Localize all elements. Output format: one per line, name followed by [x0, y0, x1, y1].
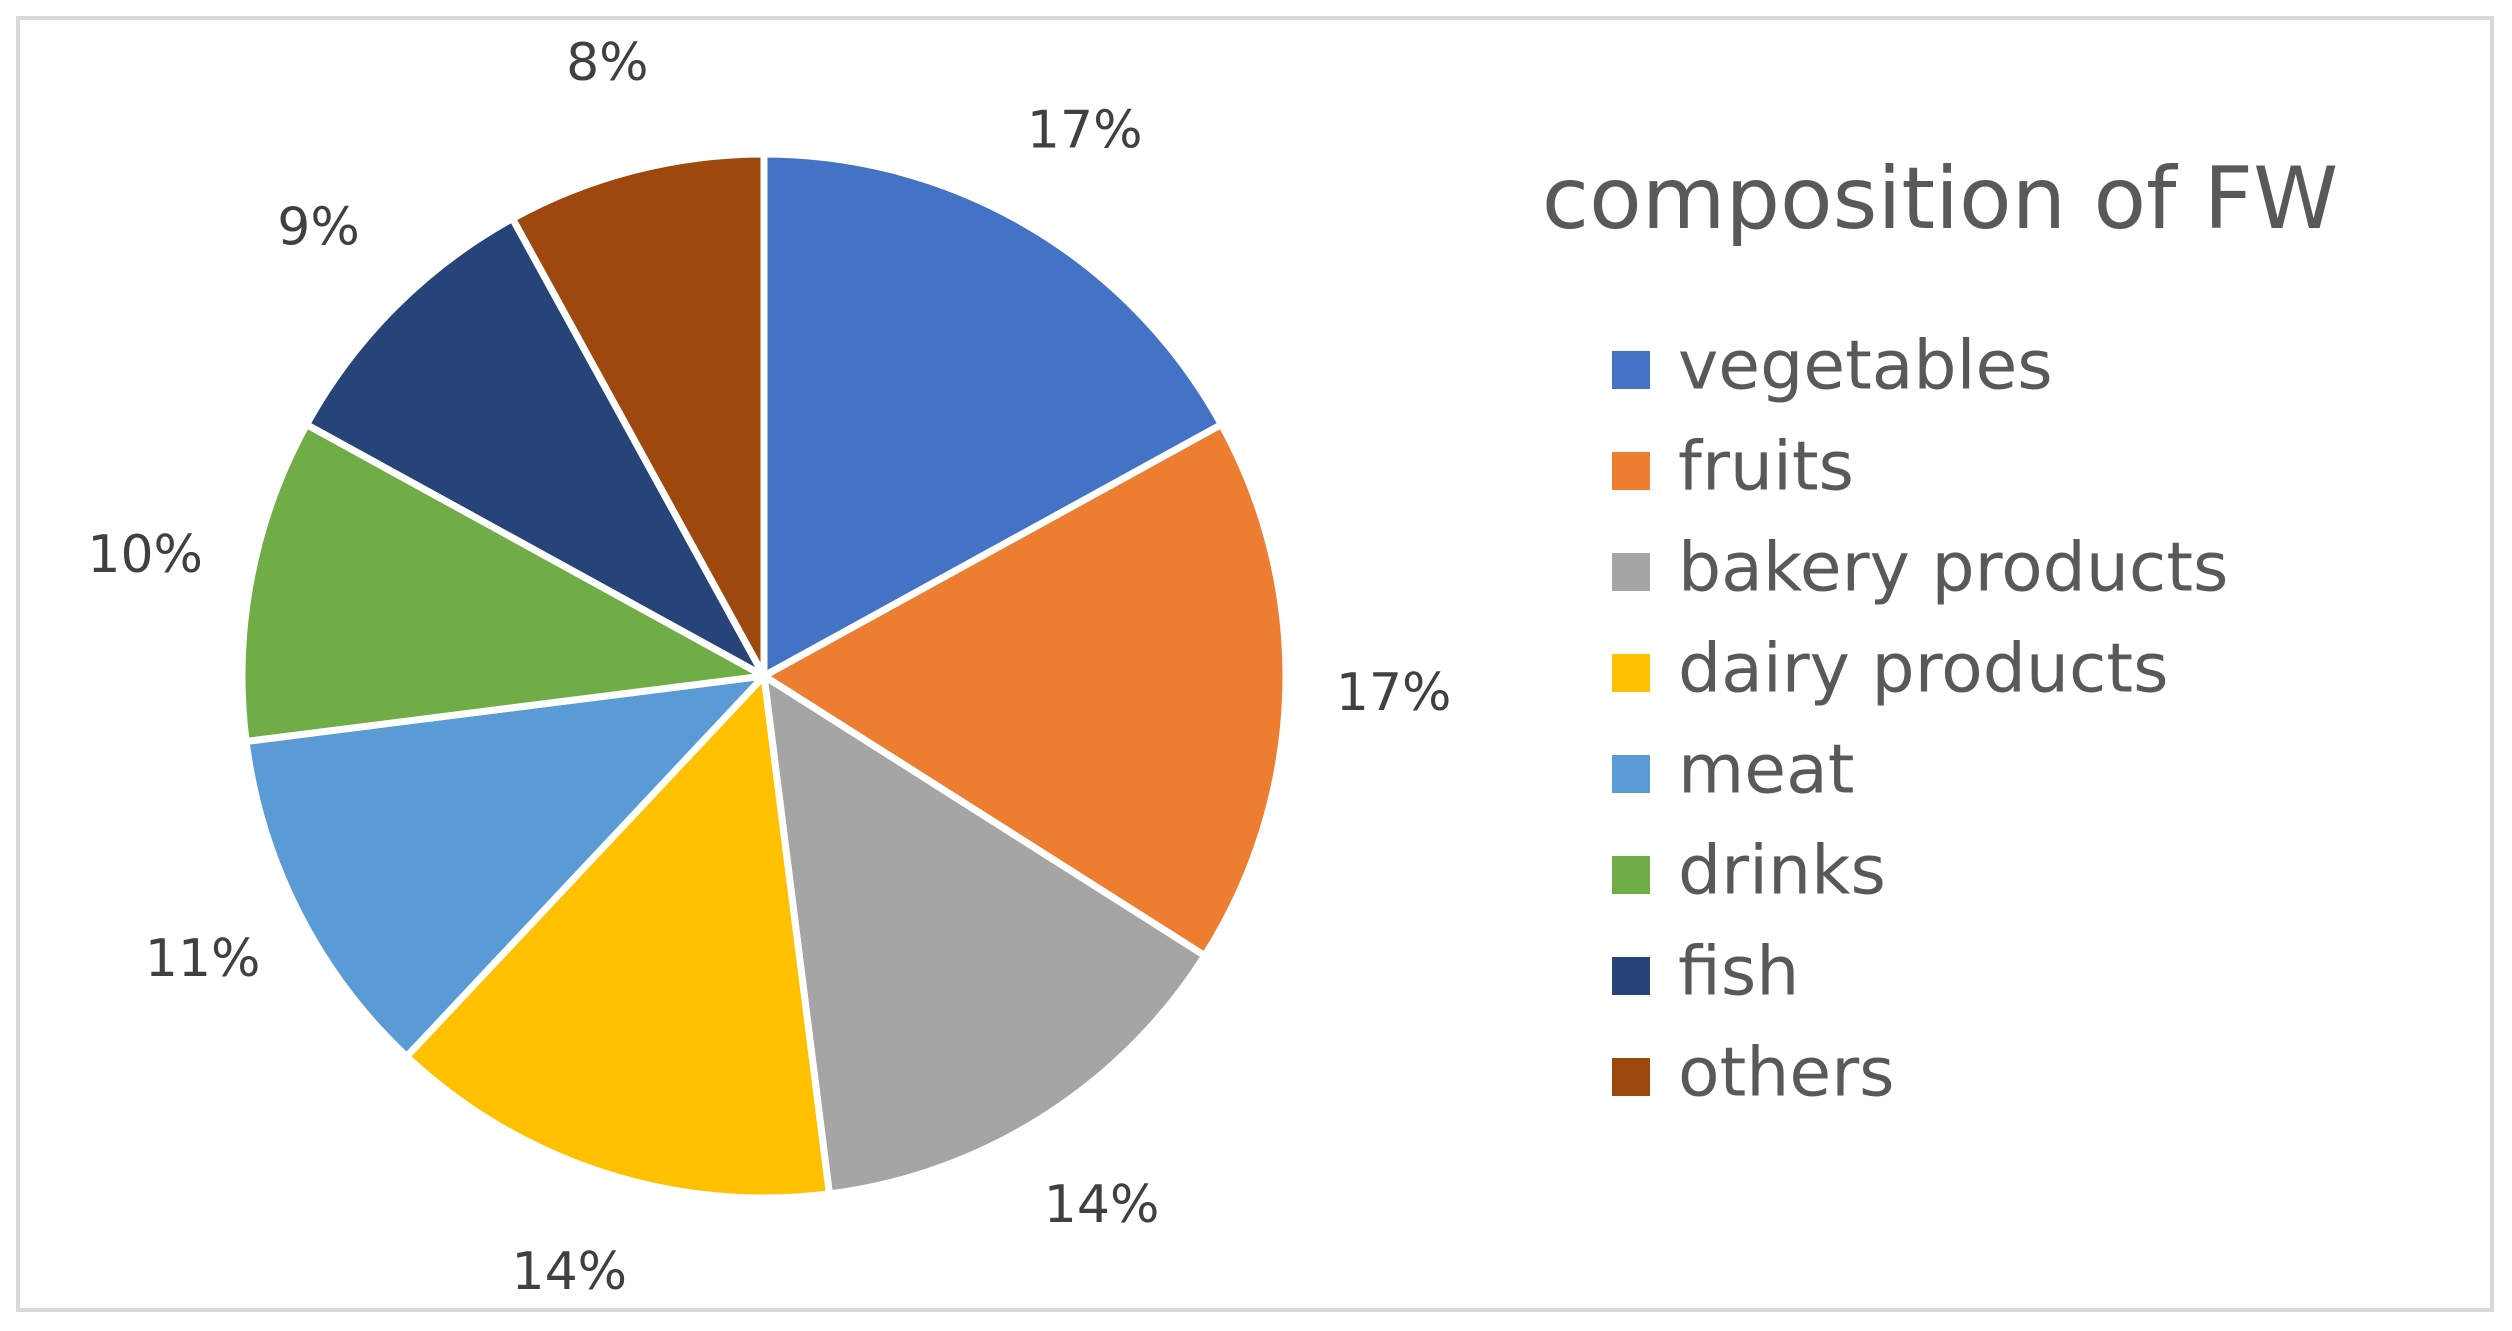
- data-label-bakery-products: 14%: [1044, 1175, 1160, 1235]
- legend-label-fruits: fruits: [1678, 428, 1854, 507]
- pie-slice-bakery-products: [760, 672, 1209, 1198]
- data-labels: 17% 17% 14% 14% 11% 10% 9% 8%: [87, 33, 1451, 1302]
- pie-slice-others: [509, 150, 768, 680]
- legend-swatch-others: [1612, 1058, 1650, 1096]
- legend-swatch-vegetables: [1612, 351, 1650, 389]
- pie-slice-fish: [303, 215, 768, 680]
- legend-swatch-fish: [1612, 957, 1650, 995]
- legend-swatch-dairy-products: [1612, 654, 1650, 692]
- chart-title: composition of FW: [1542, 149, 2338, 249]
- legend-label-drinks: drinks: [1678, 832, 1886, 911]
- legend: vegetables fruits bakery products dairy pro…: [1612, 327, 2228, 1113]
- legend-swatch-bakery-products: [1612, 553, 1650, 591]
- pie-slice-meat: [242, 672, 768, 1061]
- data-label-drinks: 10%: [87, 525, 203, 585]
- pie-slice-fruits: [760, 421, 1290, 960]
- legend-swatch-meat: [1612, 755, 1650, 793]
- data-label-vegetables: 17%: [1027, 101, 1143, 161]
- pie-slice-drinks: [238, 421, 768, 745]
- pie-slice-dairy-products: [403, 672, 833, 1202]
- data-label-meat: 11%: [145, 929, 261, 989]
- legend-label-vegetables: vegetables: [1678, 327, 2053, 406]
- pie-slice-vegetables: [760, 150, 1225, 680]
- data-label-dairy-products: 14%: [512, 1242, 628, 1302]
- legend-label-dairy-products: dairy products: [1678, 630, 2169, 709]
- data-label-fish: 9%: [277, 198, 360, 258]
- legend-label-bakery-products: bakery products: [1678, 529, 2228, 608]
- legend-label-fish: fish: [1678, 933, 1799, 1012]
- pie-slices: [238, 150, 1290, 1202]
- legend-swatch-fruits: [1612, 452, 1650, 490]
- legend-swatch-drinks: [1612, 856, 1650, 894]
- data-label-others: 8%: [566, 33, 649, 93]
- legend-label-meat: meat: [1678, 731, 1854, 810]
- legend-label-others: others: [1678, 1034, 1895, 1113]
- data-label-fruits: 17%: [1336, 663, 1452, 723]
